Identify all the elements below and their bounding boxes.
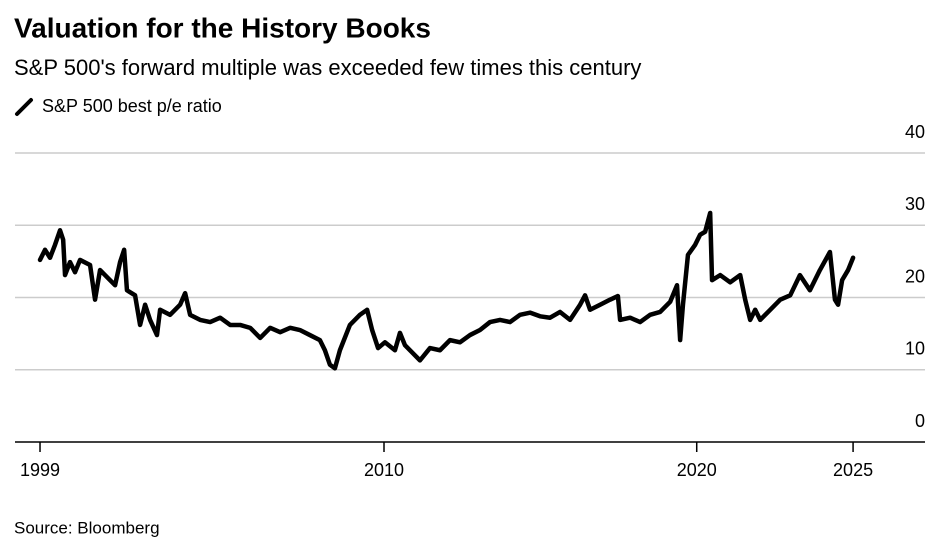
y-tick-label: 20 xyxy=(905,266,925,286)
line-series xyxy=(37,210,856,371)
x-tick-label: 2020 xyxy=(677,460,717,480)
y-tick-label: 30 xyxy=(905,194,925,214)
y-tick-label: 0 xyxy=(915,411,925,431)
legend-label: S&P 500 best p/e ratio xyxy=(42,96,222,116)
x-tick-label: 2025 xyxy=(833,460,873,480)
x-tick-label: 1999 xyxy=(20,460,60,480)
source: Source: Bloomberg xyxy=(14,518,160,537)
chart-subtitle: S&P 500's forward multiple was exceeded … xyxy=(14,55,641,80)
y-tick-label: 40 xyxy=(905,122,925,142)
chart-title: Valuation for the History Books xyxy=(14,12,431,43)
legend-swatch xyxy=(15,98,33,116)
x-tick-label: 2010 xyxy=(364,460,404,480)
y-tick-label: 10 xyxy=(905,339,925,359)
